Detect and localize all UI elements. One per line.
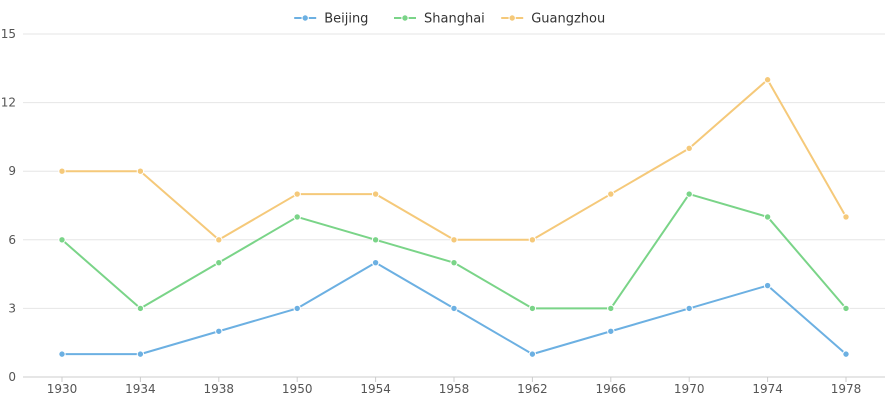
data-point[interactable] <box>763 213 772 221</box>
x-tick-label: 1930 <box>47 382 78 396</box>
y-tick-label: 15 <box>1 27 16 41</box>
data-point[interactable] <box>763 76 772 84</box>
legend-label: Shanghai <box>424 12 485 27</box>
series-line-guangzhou <box>62 78 847 241</box>
legend[interactable]: Beijing Shanghai Guangzhou <box>294 12 605 27</box>
data-point[interactable] <box>528 236 537 244</box>
x-tick-label: 1970 <box>674 382 705 396</box>
series-shanghai <box>58 190 850 313</box>
data-point[interactable] <box>293 213 301 221</box>
x-tick-label: 1978 <box>831 382 862 396</box>
data-point[interactable] <box>763 281 772 290</box>
legend-item-beijing[interactable]: Beijing <box>294 12 368 27</box>
x-tick-label: 1950 <box>282 382 313 396</box>
x-tick-label: 1938 <box>204 382 235 396</box>
x-tick-label: 1954 <box>360 382 391 396</box>
x-tick-label: 1966 <box>596 382 627 396</box>
data-point[interactable] <box>293 190 301 198</box>
data-point[interactable] <box>528 350 537 358</box>
data-point[interactable] <box>215 327 223 335</box>
series-guangzhou <box>58 76 850 244</box>
x-tick-label: 1958 <box>439 382 470 396</box>
data-point[interactable] <box>371 258 380 267</box>
y-tick-label: 9 <box>8 164 16 178</box>
data-point[interactable] <box>450 236 458 244</box>
x-axis: 1930 1934 1938 1950 1954 1958 1962 1966 1970 1974… <box>47 377 862 396</box>
data-point[interactable] <box>607 304 615 313</box>
data-point[interactable] <box>293 304 301 313</box>
y-tick-label: 12 <box>1 96 16 110</box>
data-point[interactable] <box>685 144 693 153</box>
x-tick-label: 1962 <box>517 382 548 396</box>
data-point[interactable] <box>685 304 693 313</box>
y-tick-label: 6 <box>8 233 16 247</box>
y-tick-label: 0 <box>8 370 16 384</box>
x-tick-label: 1974 <box>752 382 783 396</box>
data-point[interactable] <box>607 190 615 198</box>
legend-label: Guangzhou <box>531 12 605 27</box>
legend-item-guangzhou[interactable]: Guangzhou <box>501 12 605 27</box>
data-point[interactable] <box>371 190 380 198</box>
series-beijing <box>58 258 850 358</box>
data-point[interactable] <box>58 167 66 175</box>
data-point[interactable] <box>58 236 66 244</box>
data-point[interactable] <box>842 350 850 358</box>
y-axis: 0 3 6 9 12 15 <box>1 27 16 384</box>
legend-swatch-dot <box>508 14 516 22</box>
data-point[interactable] <box>371 236 380 244</box>
data-point[interactable] <box>136 167 145 175</box>
legend-item-shanghai[interactable]: Shanghai <box>394 12 485 27</box>
data-point[interactable] <box>215 258 223 267</box>
y-tick-label: 3 <box>8 301 16 315</box>
x-tick-label: 1934 <box>125 382 156 396</box>
grid-lines <box>23 33 885 378</box>
legend-label: Beijing <box>324 12 368 27</box>
series-group <box>58 76 850 358</box>
legend-swatch-dot <box>301 14 309 22</box>
data-point[interactable] <box>450 258 458 267</box>
data-point[interactable] <box>136 350 145 358</box>
data-point[interactable] <box>136 304 145 313</box>
data-point[interactable] <box>842 213 850 221</box>
data-point[interactable] <box>685 190 693 198</box>
data-point[interactable] <box>842 304 850 313</box>
data-point[interactable] <box>528 304 537 313</box>
series-line-shanghai <box>61 193 847 310</box>
data-point[interactable] <box>450 304 458 313</box>
data-point[interactable] <box>607 327 615 335</box>
data-point[interactable] <box>58 350 66 358</box>
data-point[interactable] <box>215 236 223 244</box>
legend-swatch-dot <box>401 14 409 22</box>
